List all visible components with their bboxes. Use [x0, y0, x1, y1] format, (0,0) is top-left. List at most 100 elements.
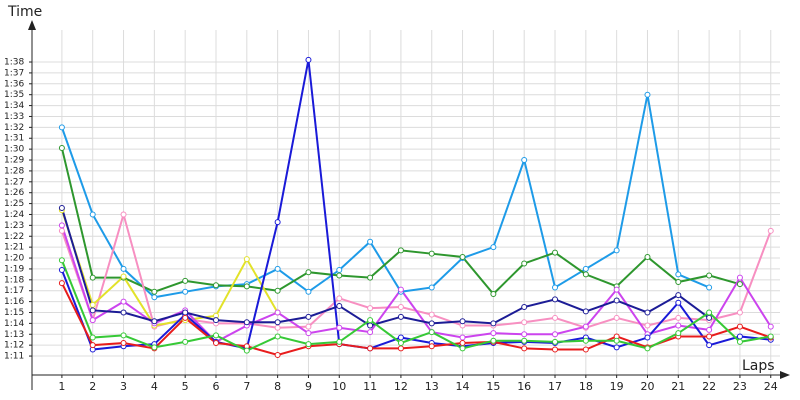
y-tick-label: 1:30 — [4, 145, 24, 155]
data-point — [274, 219, 281, 226]
data-point — [367, 274, 374, 281]
data-point — [459, 334, 466, 341]
data-point — [675, 330, 682, 337]
x-tick-label: 6 — [212, 380, 219, 393]
data-point — [767, 227, 774, 234]
y-tick-label: 1:19 — [4, 264, 24, 274]
data-point — [305, 288, 312, 295]
data-point — [552, 249, 559, 256]
data-point — [305, 269, 312, 276]
x-tick-label: 10 — [332, 380, 346, 393]
data-point — [120, 265, 127, 272]
data-point — [212, 332, 219, 339]
data-point — [367, 238, 374, 245]
data-point — [490, 330, 497, 337]
x-tick-label: 12 — [394, 380, 408, 393]
data-point — [675, 322, 682, 329]
y-tick-label: 1:14 — [4, 319, 24, 329]
data-point — [613, 247, 620, 254]
data-point — [582, 265, 589, 272]
data-point — [274, 265, 281, 272]
data-point — [212, 339, 219, 346]
data-point — [274, 351, 281, 358]
data-point — [706, 314, 713, 321]
data-point — [736, 281, 743, 288]
data-point — [305, 341, 312, 348]
data-point — [367, 305, 374, 312]
data-point — [582, 337, 589, 344]
x-tick-label: 22 — [702, 380, 716, 393]
y-tick-label: 1:16 — [4, 297, 24, 307]
data-point — [151, 294, 158, 301]
data-point — [58, 257, 65, 264]
data-point — [459, 345, 466, 352]
data-point — [336, 272, 343, 279]
y-tick-label: 1:24 — [4, 210, 24, 220]
data-point — [151, 344, 158, 351]
data-point — [182, 338, 189, 345]
x-tick-label: 23 — [733, 380, 747, 393]
data-point — [58, 267, 65, 274]
data-point — [336, 267, 343, 274]
data-point — [675, 278, 682, 285]
y-axis-arrow — [28, 20, 36, 30]
data-point — [305, 323, 312, 330]
data-point — [243, 319, 250, 326]
x-tick-label: 24 — [764, 380, 778, 393]
grid — [32, 30, 780, 375]
data-point — [428, 311, 435, 318]
data-point — [582, 308, 589, 315]
x-tick-label: 18 — [579, 380, 593, 393]
y-tick-label: 1:13 — [4, 330, 24, 340]
x-tick-label: 4 — [151, 380, 158, 393]
data-point — [459, 253, 466, 260]
data-point — [459, 339, 466, 346]
data-point — [58, 124, 65, 131]
data-point — [706, 272, 713, 279]
lines — [58, 56, 774, 358]
data-point — [58, 222, 65, 229]
y-tick-label: 1:32 — [4, 123, 24, 133]
data-point — [644, 309, 651, 316]
x-tick-label: 8 — [274, 380, 281, 393]
data-point — [305, 56, 312, 63]
x-tick-label: 3 — [120, 380, 127, 393]
y-tick-label: 1:15 — [4, 308, 24, 318]
y-tick-label: 1:29 — [4, 156, 24, 166]
data-point — [336, 295, 343, 302]
data-point — [552, 296, 559, 303]
data-point — [120, 309, 127, 316]
y-tick-label: 1:31 — [4, 134, 24, 144]
y-tick-label: 1:34 — [4, 101, 24, 111]
y-tick-label: 1:17 — [4, 286, 24, 296]
y-tick-label: 1:22 — [4, 232, 24, 242]
y-tick-label: 1:27 — [4, 177, 24, 187]
data-point — [58, 227, 65, 234]
data-point — [89, 274, 96, 281]
data-point — [397, 313, 404, 320]
y-tick-label: 1:25 — [4, 199, 24, 209]
y-tick-label: 1:12 — [4, 341, 24, 351]
data-point — [521, 304, 528, 311]
data-point — [582, 346, 589, 353]
data-point — [120, 211, 127, 218]
data-point — [490, 244, 497, 251]
data-point — [243, 347, 250, 354]
data-point — [305, 330, 312, 337]
data-point — [459, 318, 466, 325]
data-point — [151, 318, 158, 325]
series-line — [60, 94, 710, 299]
data-point — [428, 284, 435, 291]
series-line — [60, 209, 279, 327]
x-tick-label: 14 — [456, 380, 470, 393]
data-point — [552, 314, 559, 321]
x-tick-label: 20 — [640, 380, 654, 393]
x-tick-label: 17 — [548, 380, 562, 393]
data-point — [243, 256, 250, 263]
x-axis-title: Laps — [742, 358, 775, 374]
data-point — [521, 157, 528, 164]
data-point — [397, 304, 404, 311]
data-point — [613, 344, 620, 351]
data-point — [305, 313, 312, 320]
data-point — [182, 309, 189, 316]
